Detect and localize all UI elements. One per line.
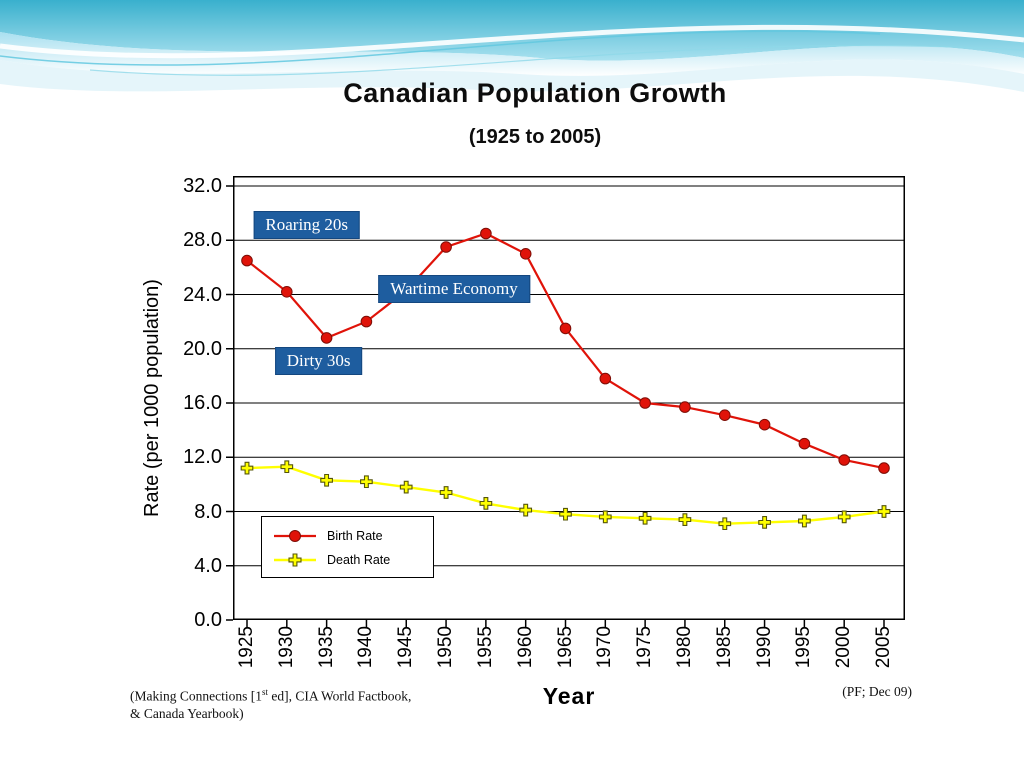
y-tick-label: 12.0	[183, 446, 222, 469]
legend-label-death-rate: Death Rate	[327, 553, 391, 567]
x-tick-label: 1940	[355, 626, 377, 669]
chart-title: Canadian Population Growth	[343, 78, 727, 108]
y-axis-tick-labels: 0.0 4.0 8.0 12.0 16.0 20.0 24.0 28.0 32.0	[140, 175, 222, 631]
death-rate-line-sample	[274, 553, 316, 567]
x-tick-label: 1925	[236, 626, 257, 669]
source-citation: (Making Connections [1st ed], CIA World …	[130, 684, 411, 722]
x-tick-label: 1995	[793, 626, 815, 669]
y-tick-label: 32.0	[183, 175, 222, 197]
y-tick-label: 20.0	[183, 337, 222, 360]
x-tick-label: 1975	[634, 626, 656, 669]
plot-area: Roaring 20s Wartime Economy Dirty 30s	[226, 176, 905, 628]
x-tick-label: 1960	[514, 626, 536, 669]
source-citation-text: (Making Connections [1	[130, 688, 262, 704]
credit-note: (PF; Dec 09)	[842, 684, 912, 699]
y-tick-label: 4.0	[194, 554, 222, 577]
x-tick-label: 1980	[673, 626, 695, 669]
source-citation-rest: ed], CIA World Factbook,	[268, 688, 412, 704]
birth-rate-line-sample	[274, 530, 316, 542]
birth-rate-marker-icon	[289, 530, 301, 542]
death-rate-marker-icon	[288, 553, 302, 567]
source-citation-superscript: st	[261, 687, 268, 697]
annotation-dirty-30s: Dirty 30s	[274, 346, 363, 375]
x-tick-label: 1935	[315, 626, 337, 669]
x-tick-label: 1965	[554, 626, 576, 669]
x-tick-label: 1950	[435, 626, 457, 669]
annotation-roaring-20s: Roaring 20s	[253, 211, 361, 240]
y-tick-label: 16.0	[183, 392, 222, 414]
y-tick-label: 24.0	[183, 283, 222, 306]
source-citation-line2: & Canada Yearbook)	[130, 705, 244, 721]
x-tick-label: 1970	[594, 626, 616, 669]
annotation-wartime-economy: Wartime Economy	[378, 275, 530, 304]
legend-item-birth-rate: Birth Rate	[272, 524, 433, 548]
y-tick-label: 28.0	[183, 229, 222, 252]
x-tick-label: 1955	[474, 626, 496, 669]
y-tick-label: 0.0	[194, 609, 222, 631]
chart-subtitle: (1925 to 2005)	[468, 126, 602, 148]
x-axis-tick-labels: 1925 1930 1935 1940 1945 1950 1955 1960 1965 1970…	[233, 620, 905, 692]
legend: Birth Rate Death Rate	[261, 516, 434, 578]
x-tick-label: 2000	[833, 626, 855, 669]
x-tick-label: 1990	[753, 626, 775, 669]
annotations-layer: Roaring 20s Wartime Economy Dirty 30s	[233, 176, 905, 620]
x-tick-label: 2005	[873, 626, 894, 669]
legend-item-death-rate: Death Rate	[272, 548, 433, 572]
x-tick-label: 1930	[275, 626, 297, 669]
x-tick-label: 1985	[713, 626, 735, 669]
x-tick-label: 1945	[395, 626, 417, 669]
x-axis-title: Year	[542, 683, 596, 709]
y-tick-label: 8.0	[194, 500, 222, 523]
chart-canvas	[226, 176, 905, 628]
legend-label-birth-rate: Birth Rate	[327, 529, 383, 543]
